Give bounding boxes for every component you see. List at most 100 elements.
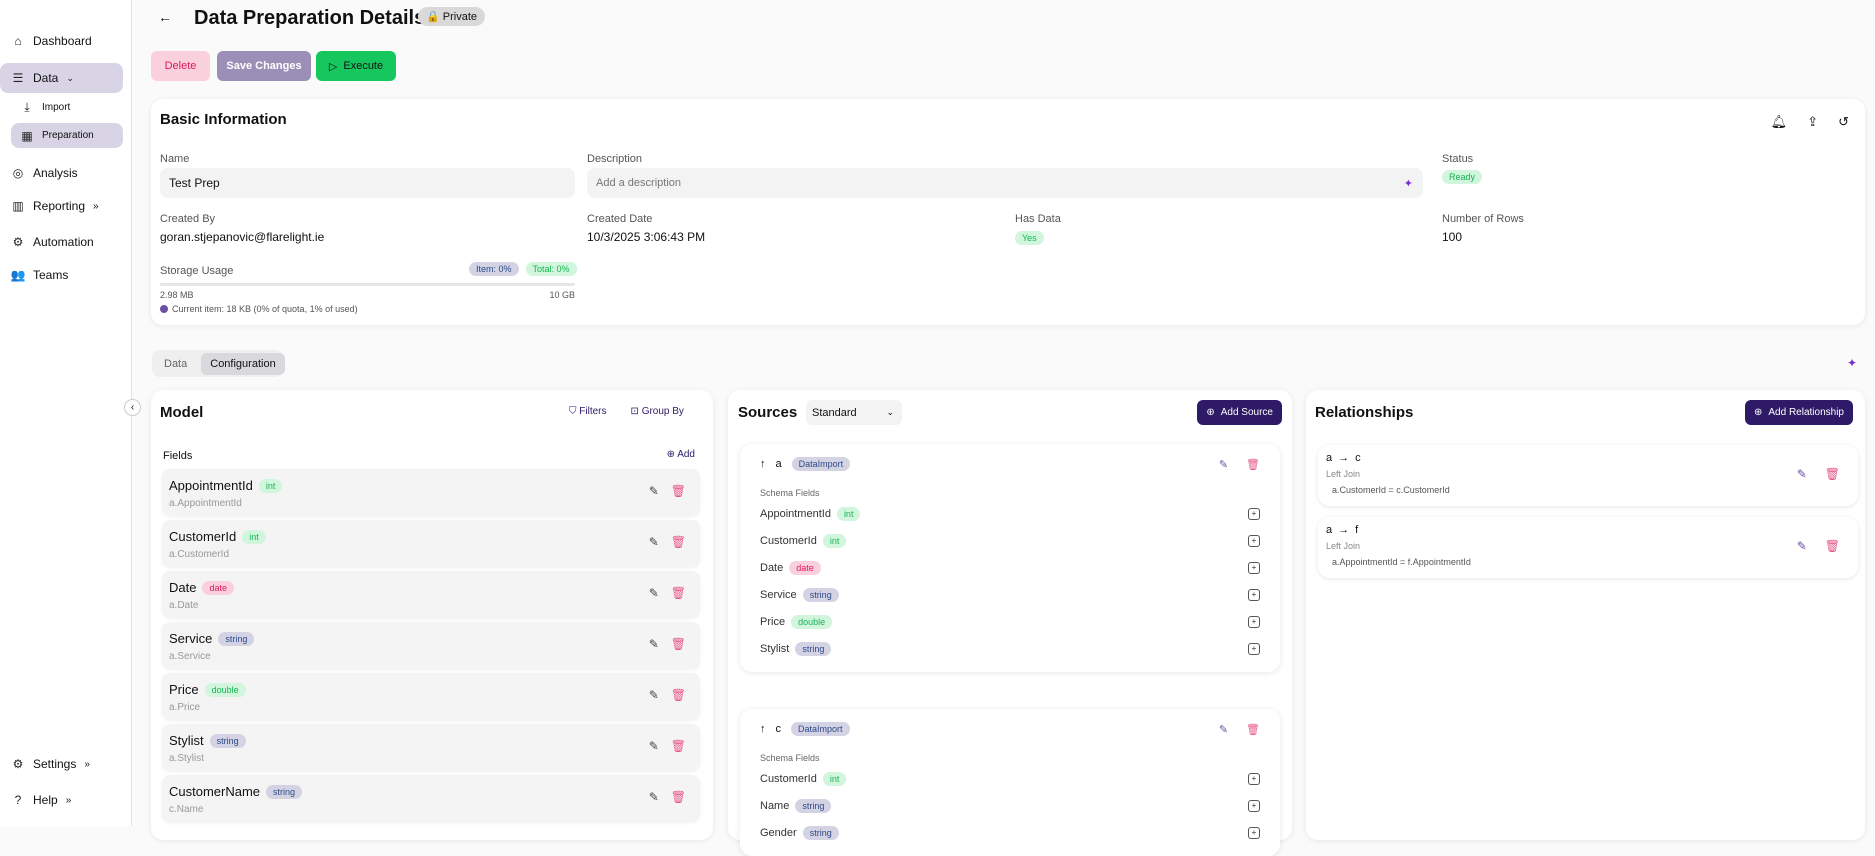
edit-icon[interactable]: ✎ [648, 535, 659, 549]
description-input[interactable]: Add a description ✦ [587, 168, 1423, 198]
field-row[interactable]: CustomerId int a.CustomerId ✎ 🗑︎ [162, 520, 700, 567]
notification-bell-icon[interactable]: 🔔︎ [1770, 114, 1788, 129]
field-name: Service [169, 631, 213, 646]
sidebar-item-dashboard[interactable]: ⌂ Dashboard [0, 26, 123, 56]
edit-icon[interactable]: ✎ [648, 484, 659, 498]
current-item-note: Current item: 18 KB (0% of quota, 1% of … [160, 304, 358, 314]
sidebar-item-analysis[interactable]: ◎ Analysis [12, 166, 78, 180]
trash-icon[interactable]: 🗑︎ [670, 739, 686, 753]
field-row[interactable]: Stylist string a.Stylist ✎ 🗑︎ [162, 724, 700, 771]
add-field-icon[interactable]: + [1248, 534, 1260, 547]
magic-wand-icon[interactable]: ✦ [1403, 177, 1413, 190]
sidebar-item-help[interactable]: ? Help» [0, 785, 123, 815]
type-badge: date [202, 580, 234, 595]
arrow-up-icon[interactable]: ↑ [760, 458, 766, 470]
edit-icon[interactable]: ✎ [648, 790, 659, 804]
sidebar-item-teams[interactable]: 👥 Teams [10, 268, 69, 282]
field-name: CustomerId [169, 529, 237, 544]
arrow-right-icon: → [1338, 524, 1350, 536]
type-badge: string [795, 798, 832, 813]
save-changes-button[interactable]: Save Changes [217, 51, 311, 81]
field-row[interactable]: CustomerName string c.Name ✎ 🗑︎ [162, 775, 700, 822]
sidebar-item-settings[interactable]: ⚙ Settings» [12, 757, 90, 771]
edit-icon[interactable]: ✎ [648, 586, 659, 600]
trash-icon[interactable]: 🗑︎ [670, 535, 686, 549]
edit-icon[interactable]: ✎ [1218, 723, 1229, 736]
tab-bar: Data Configuration [152, 350, 285, 377]
execute-button[interactable]: ▷ Execute [316, 51, 396, 81]
add-field-icon[interactable]: + [1248, 826, 1260, 839]
sidebar-item-automation[interactable]: ⚙ Automation [12, 235, 94, 249]
tab-configuration[interactable]: Configuration [201, 352, 285, 375]
add-field-icon[interactable]: + [1248, 799, 1260, 812]
sidebar-item-import[interactable]: ⤓ Import [11, 95, 123, 120]
source-mode-select[interactable]: Standard ⌄ [806, 400, 902, 425]
trash-icon[interactable]: 🗑︎ [1246, 723, 1260, 736]
name-input[interactable]: Test Prep [160, 168, 575, 198]
schema-field-name: CustomerId [760, 534, 817, 547]
tab-data[interactable]: Data [164, 357, 188, 370]
delete-button[interactable]: Delete [151, 51, 210, 81]
field-row[interactable]: Service string a.Service ✎ 🗑︎ [162, 622, 700, 669]
field-row[interactable]: AppointmentId int a.AppointmentId ✎ 🗑︎ [162, 469, 700, 516]
rows-label: Number of Rows [1442, 213, 1524, 225]
edit-icon[interactable]: ✎ [1796, 539, 1807, 553]
status-label: Status [1442, 153, 1474, 165]
trash-icon[interactable]: 🗑︎ [670, 484, 686, 498]
edit-icon[interactable]: ✎ [1796, 467, 1807, 481]
add-field-icon[interactable]: + [1248, 588, 1260, 601]
sidebar: ⌂ Dashboard ☰ Data ⌄ ⤓ Import ▦ Preparation ◎… [0, 0, 132, 826]
field-name: CustomerName [169, 784, 261, 799]
source-alias: a [775, 458, 782, 470]
add-field-icon[interactable]: + [1248, 615, 1260, 628]
type-badge: string [802, 825, 839, 840]
sidebar-item-data[interactable]: ☰ Data ⌄ [0, 63, 123, 93]
sidebar-item-preparation[interactable]: ▦ Preparation [11, 123, 123, 148]
field-row[interactable]: Date date a.Date ✎ 🗑︎ [162, 571, 700, 618]
collapse-sidebar-button[interactable]: ‹ [124, 399, 141, 416]
schema-field-name: Stylist [760, 642, 790, 655]
trash-icon[interactable]: 🗑︎ [1824, 467, 1840, 481]
trash-icon[interactable]: 🗑︎ [670, 586, 686, 600]
type-badge: string [209, 733, 246, 748]
add-field-button[interactable]: ⊕ Add [666, 449, 695, 460]
has-data-label: Has Data [1015, 213, 1061, 225]
type-badge: int [258, 478, 283, 493]
trash-icon[interactable]: 🗑︎ [1246, 458, 1260, 471]
add-field-icon[interactable]: + [1248, 772, 1260, 785]
chart-icon: ▥ [12, 199, 24, 213]
add-source-button[interactable]: ⊕ Add Source [1197, 400, 1282, 425]
add-field-icon[interactable]: + [1248, 561, 1260, 574]
add-field-icon[interactable]: + [1248, 507, 1260, 520]
share-icon[interactable]: ⇪ [1807, 114, 1819, 129]
source-alias: c [775, 723, 782, 735]
edit-icon[interactable]: ✎ [648, 637, 659, 651]
chevron-right-icon: » [93, 200, 99, 212]
trash-icon[interactable]: 🗑︎ [670, 688, 686, 702]
edit-icon[interactable]: ✎ [648, 739, 659, 753]
history-icon[interactable]: ↺ [1838, 114, 1849, 129]
created-date-label: Created Date [587, 213, 653, 225]
storage-used: 2.98 MB [160, 290, 194, 300]
filters-button[interactable]: ⛉ Filters [569, 406, 607, 417]
item-usage-badge: Item: 0% [469, 262, 519, 276]
created-date-value: 10/3/2025 3:06:43 PM [587, 230, 706, 244]
trash-icon[interactable]: 🗑︎ [670, 790, 686, 804]
back-arrow-icon[interactable]: ← [158, 9, 172, 25]
edit-icon[interactable]: ✎ [1218, 458, 1229, 471]
magic-wand-icon[interactable]: ✦ [1847, 356, 1858, 370]
type-badge: int [242, 529, 266, 544]
add-field-icon[interactable]: + [1248, 642, 1260, 655]
trash-icon[interactable]: 🗑︎ [670, 637, 686, 651]
group-by-button[interactable]: ⊡ Group By [630, 406, 684, 417]
import-icon: ⤓ [24, 100, 30, 114]
field-row[interactable]: Price double a.Price ✎ 🗑︎ [162, 673, 700, 720]
add-relationship-button[interactable]: ⊕ Add Relationship [1745, 400, 1853, 425]
trash-icon[interactable]: 🗑︎ [1824, 539, 1840, 553]
analysis-icon: ◎ [12, 166, 24, 180]
edit-icon[interactable]: ✎ [648, 688, 659, 702]
arrow-up-icon[interactable]: ↑ [760, 723, 766, 735]
sidebar-item-reporting[interactable]: ▥ Reporting» [12, 199, 99, 213]
schema-field-row: Price double + [760, 608, 1260, 635]
status-badge: Ready [1442, 170, 1483, 184]
